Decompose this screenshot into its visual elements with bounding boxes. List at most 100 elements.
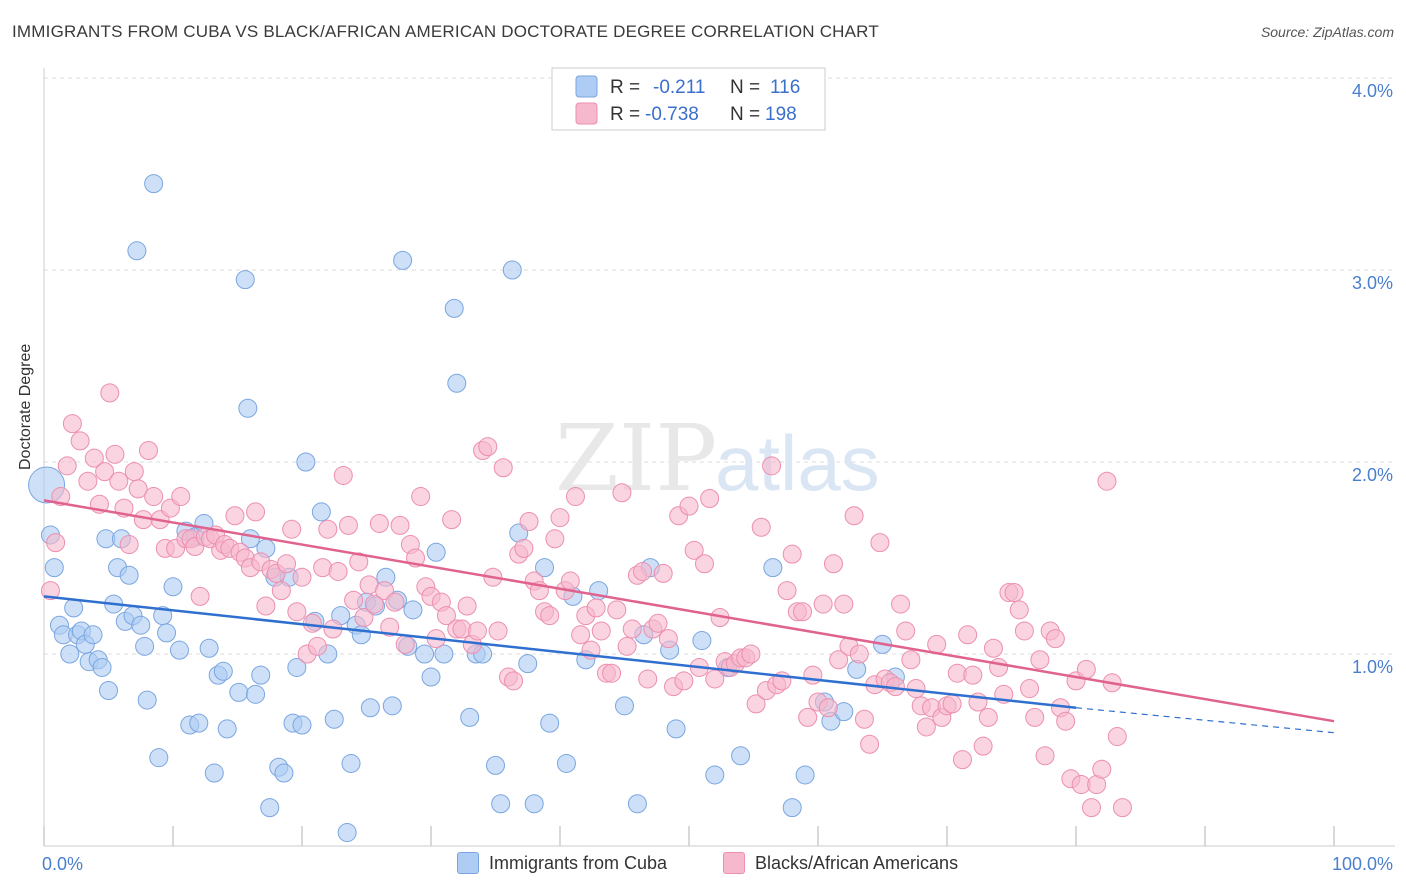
point-black — [983, 638, 1003, 658]
bottom-legend-swatch-cuba — [457, 852, 479, 874]
point-black — [571, 625, 591, 645]
point-black — [504, 671, 524, 691]
point-cuba — [213, 661, 233, 681]
point-black — [700, 488, 720, 508]
point-black — [124, 462, 144, 482]
point-cuba — [199, 638, 219, 658]
point-black — [958, 625, 978, 645]
point-black — [798, 707, 818, 727]
point-black — [493, 458, 513, 478]
point-cuba — [360, 698, 380, 718]
point-black — [540, 606, 560, 626]
y-tick-label-2: 3.0% — [1352, 273, 1393, 293]
point-cuba — [189, 713, 209, 733]
point-black — [545, 529, 565, 549]
point-black — [803, 665, 823, 685]
bottom-legend-item-black: Blacks/African Americans — [723, 852, 958, 874]
point-black — [287, 602, 307, 622]
point-cuba — [486, 755, 505, 775]
point-black — [1092, 759, 1112, 779]
point-black — [138, 440, 158, 460]
point-black — [679, 496, 699, 516]
point-black — [813, 594, 833, 614]
point-black — [292, 567, 312, 587]
bottom-legend-label-cuba: Immigrants from Cuba — [489, 852, 668, 873]
point-black — [57, 456, 77, 476]
point-cuba — [149, 748, 169, 768]
point-black — [1020, 679, 1040, 699]
point-black — [70, 431, 90, 451]
point-black — [834, 594, 854, 614]
source-credit: Source: ZipAtlas.com — [1260, 24, 1394, 40]
watermark-atlas: atlas — [715, 419, 880, 507]
point-cuba — [393, 250, 413, 270]
point-black — [565, 487, 585, 507]
bottom-legend-swatch-black — [723, 852, 745, 874]
y-tick-label-0: 1.0% — [1352, 657, 1393, 677]
point-cuba — [292, 715, 312, 735]
point-black — [40, 581, 60, 601]
point-cuba — [287, 657, 307, 677]
point-black — [916, 717, 936, 737]
point-cuba — [382, 696, 402, 716]
point-black — [741, 644, 761, 664]
point-cuba — [324, 709, 344, 729]
point-cuba — [274, 763, 294, 783]
point-cuba — [491, 794, 511, 814]
point-black — [901, 650, 921, 670]
point-black — [658, 629, 678, 649]
point-cuba — [64, 598, 84, 618]
point-black — [896, 621, 916, 641]
point-black — [1004, 583, 1024, 603]
point-black — [380, 617, 400, 637]
legend-box: R = -0.211 N = 116 R = -0.738 N = 198 — [551, 67, 826, 131]
point-black — [906, 679, 926, 699]
tick-labels: 1.0% 2.0% 3.0% 4.0% 0.0% 100.0% — [42, 81, 1393, 874]
point-black — [514, 538, 534, 558]
point-black — [1009, 600, 1029, 620]
point-black — [633, 561, 653, 581]
point-black — [762, 456, 782, 476]
point-black — [277, 554, 297, 574]
point-cuba — [311, 502, 331, 522]
point-black — [1045, 629, 1065, 649]
point-black — [751, 517, 771, 537]
point-black — [927, 634, 947, 654]
point-black — [973, 736, 993, 756]
point-black — [478, 437, 498, 457]
point-cuba — [692, 631, 712, 651]
point-black — [109, 471, 129, 491]
point-black — [617, 636, 637, 656]
point-black — [591, 621, 611, 641]
point-cuba — [460, 707, 480, 727]
point-black — [560, 571, 580, 591]
point-cuba — [296, 452, 316, 472]
point-black — [607, 600, 627, 620]
chart-title: IMMIGRANTS FROM CUBA VS BLACK/AFRICAN AM… — [12, 22, 879, 41]
point-black — [870, 533, 890, 553]
point-black — [849, 644, 869, 664]
point-black — [705, 669, 725, 689]
y-tick-label-1: 2.0% — [1352, 465, 1393, 485]
point-black — [344, 590, 364, 610]
point-cuba — [705, 765, 725, 785]
point-cuba — [137, 690, 157, 710]
point-black — [128, 479, 148, 499]
point-black — [318, 519, 338, 539]
point-cuba — [44, 558, 64, 578]
point-cuba — [131, 615, 151, 635]
point-cuba — [351, 625, 371, 645]
point-black — [51, 487, 71, 507]
watermark: ZIP atlas — [555, 405, 880, 512]
point-black — [171, 487, 191, 507]
point-black — [519, 512, 539, 532]
bottom-legend-label-black: Blacks/African Americans — [755, 852, 959, 873]
point-cuba — [556, 753, 576, 773]
point-black — [467, 621, 487, 641]
point-black — [1107, 727, 1127, 747]
point-black — [782, 544, 802, 564]
point-black — [385, 592, 405, 612]
trend-lines — [43, 499, 1335, 734]
point-black — [271, 581, 291, 601]
point-cuba — [615, 696, 634, 716]
